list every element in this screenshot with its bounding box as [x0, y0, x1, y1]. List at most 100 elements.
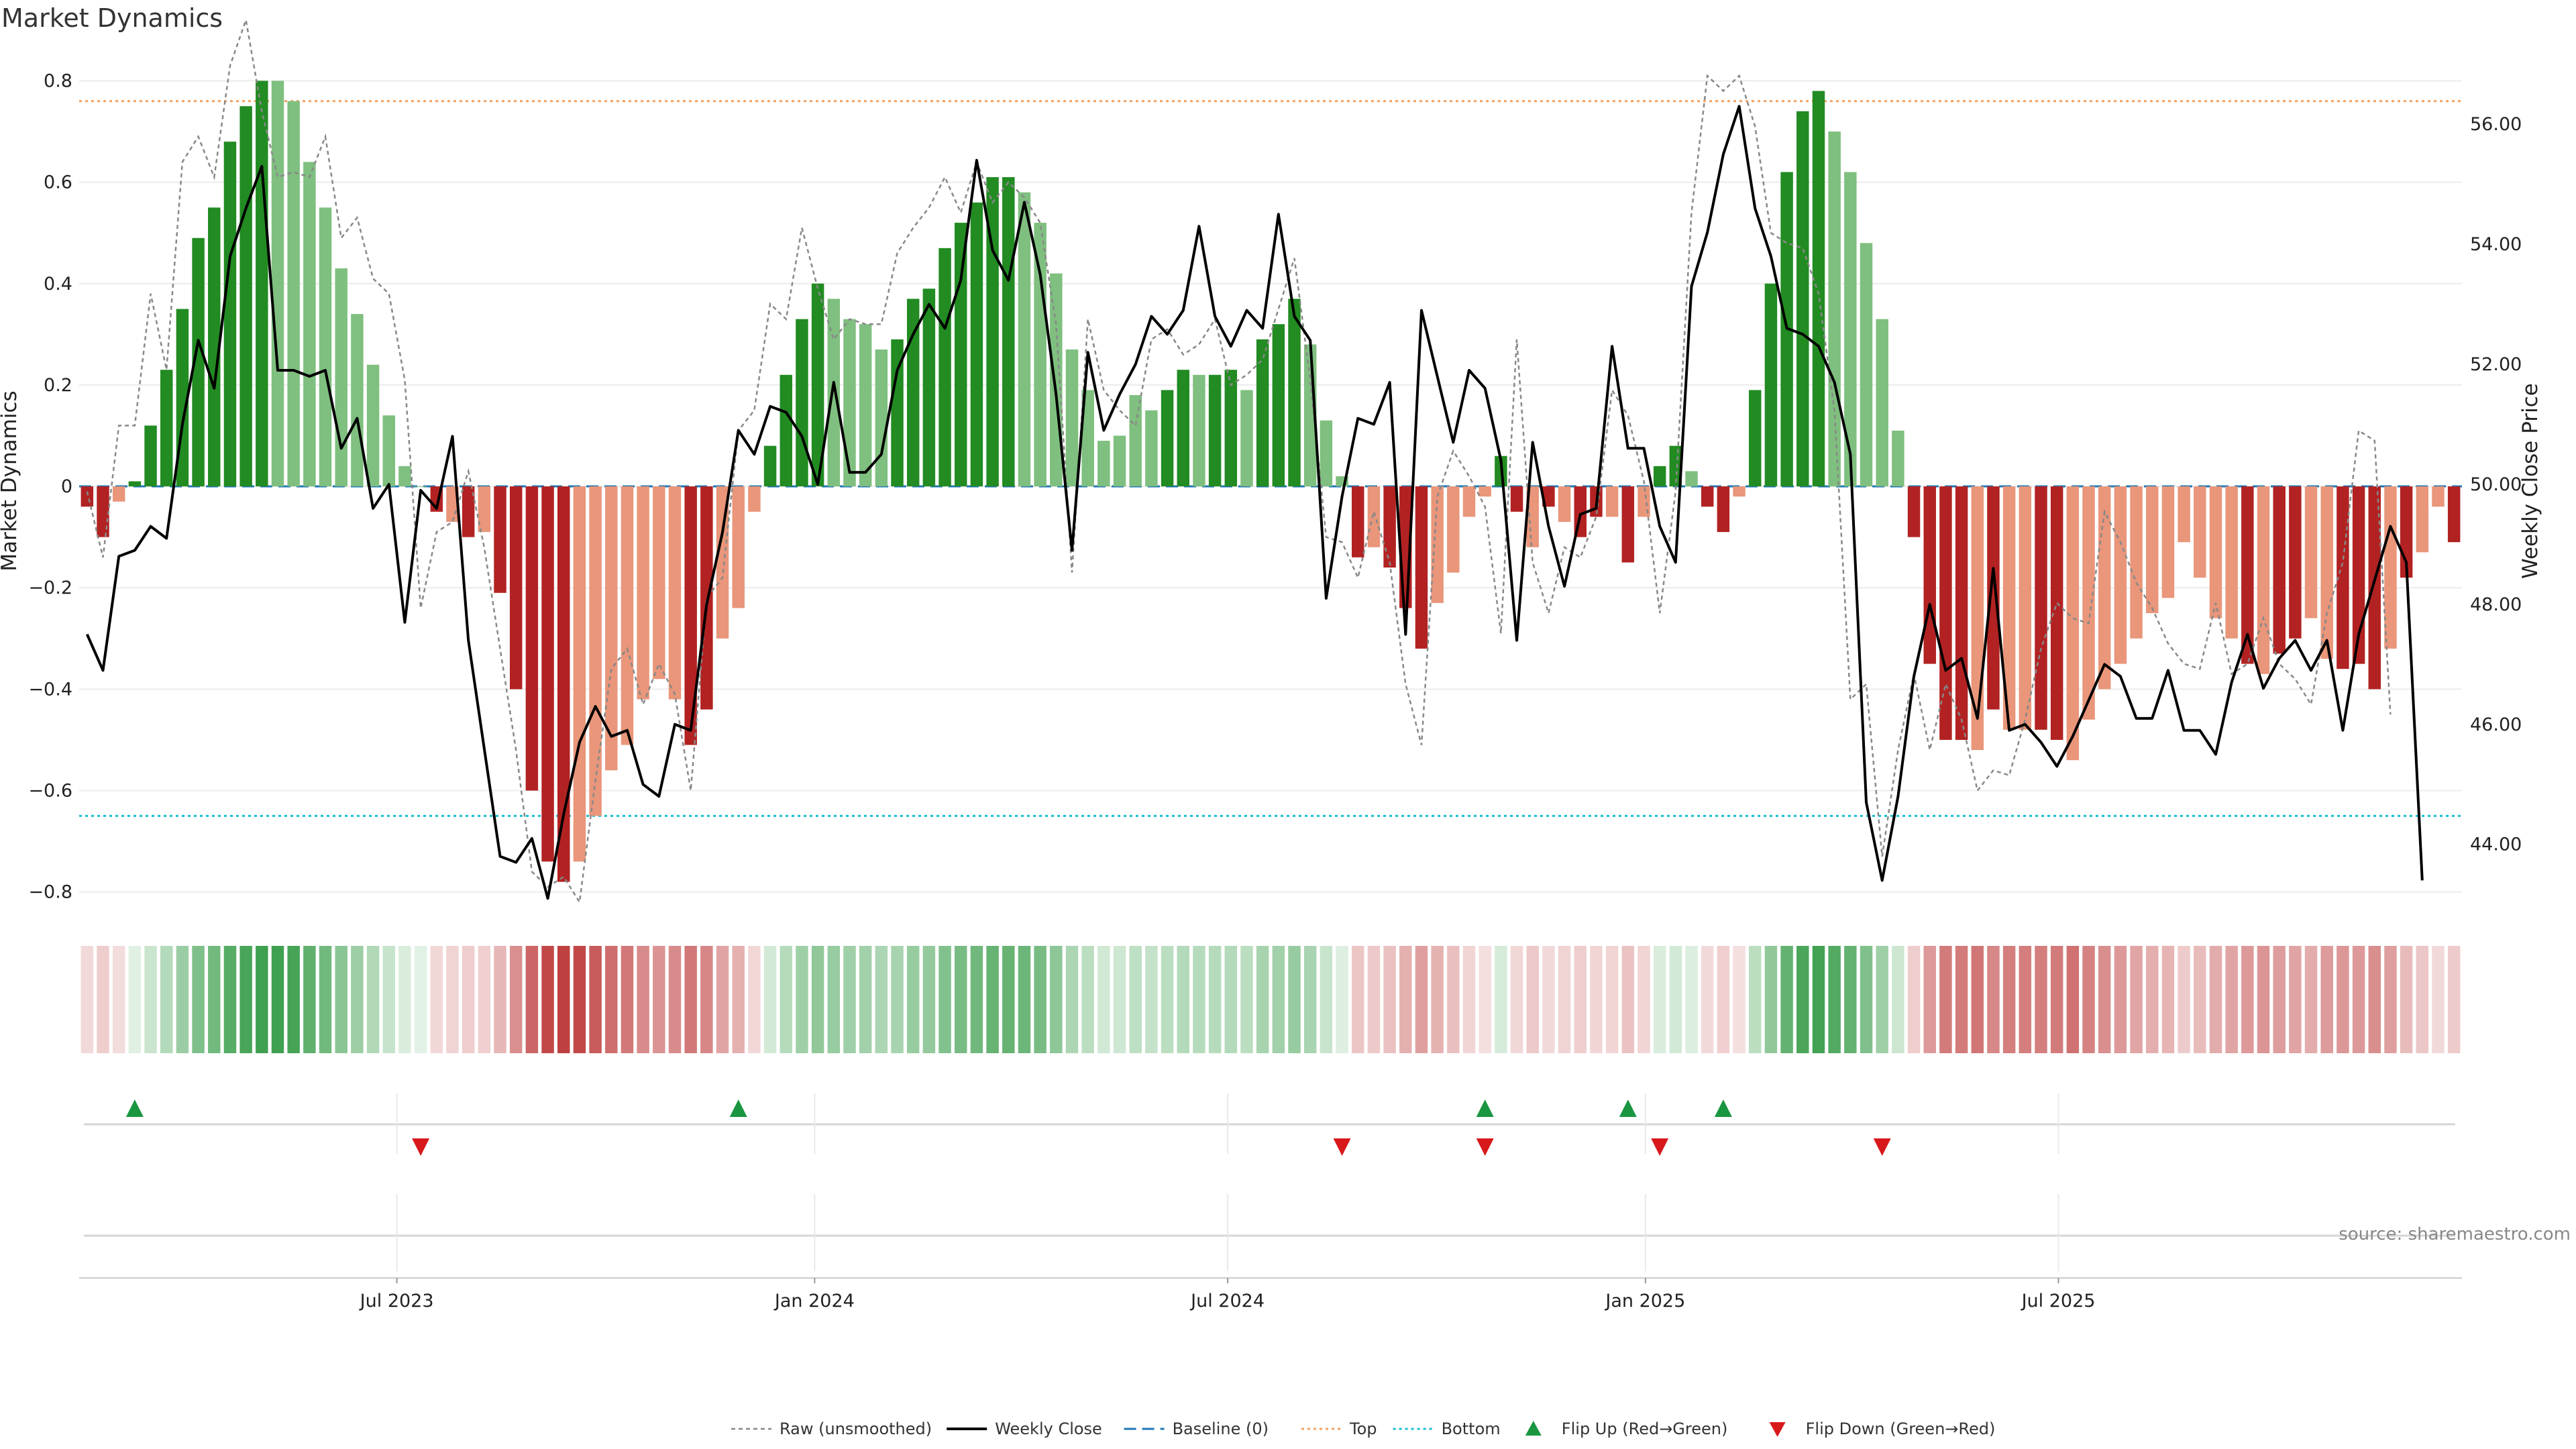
strength-cell [1113, 946, 1126, 1053]
strength-cell [1447, 946, 1460, 1053]
dynamics-bar [2002, 486, 2016, 730]
dynamics-bar [1939, 486, 1952, 740]
dynamics-bar [1510, 486, 1523, 512]
strength-cell [2416, 946, 2429, 1053]
strength-cell [557, 946, 570, 1053]
strength-cell [1749, 946, 1762, 1053]
dynamics-bar [1272, 324, 1285, 487]
dynamics-bar [637, 486, 649, 700]
dynamics-bar [605, 486, 618, 771]
dynamics-bar [1002, 177, 1015, 487]
strength-cell [2082, 946, 2095, 1053]
strength-cell [1161, 946, 1174, 1053]
strength-cell [271, 946, 284, 1053]
dynamics-bar [271, 80, 284, 487]
strength-cell [1415, 946, 1428, 1053]
dynamics-bar [1193, 374, 1205, 487]
dynamics-bar [875, 350, 888, 487]
dynamics-bar [891, 339, 904, 487]
dynamics-bar [80, 486, 94, 507]
dynamics-bar [1558, 486, 1571, 522]
strength-cell [970, 946, 983, 1053]
strength-cell [1717, 946, 1730, 1053]
dynamics-bar [2241, 486, 2254, 664]
strength-heat-strip [80, 946, 2461, 1053]
strength-cell [1558, 946, 1571, 1053]
strength-cell [2019, 946, 2032, 1053]
strength-cell [160, 946, 173, 1053]
strength-cell [2432, 946, 2445, 1053]
dynamics-bar [128, 481, 142, 487]
dynamics-bar [192, 237, 205, 487]
strength-cell [1081, 946, 1094, 1053]
strength-cell [938, 946, 951, 1053]
strength-cell [2289, 946, 2302, 1053]
lines-layer [85, 16, 2424, 905]
strength-cell [398, 946, 411, 1053]
dynamics-bar [1256, 339, 1269, 487]
strength-cell [1145, 946, 1158, 1053]
strength-cell [366, 946, 380, 1053]
dynamics-bar [541, 486, 554, 862]
strength-cell [1812, 946, 1825, 1053]
strength-cell [1685, 946, 1698, 1053]
strength-cell [1224, 946, 1238, 1053]
strength-cell [2273, 946, 2286, 1053]
dynamics-bar [589, 486, 602, 816]
flip-up-marker [729, 1099, 747, 1117]
strength-cell [1367, 946, 1381, 1053]
dynamics-bar [208, 207, 221, 487]
strength-cell [573, 946, 586, 1053]
dynamics-bar [653, 486, 665, 680]
strength-cell [1208, 946, 1222, 1053]
y-axis-label-left: Market Dynamics [0, 390, 21, 571]
legend-label: Raw (unsmoothed) [780, 1419, 932, 1438]
dynamics-bar [2035, 486, 2047, 730]
strength-cell [1844, 946, 1857, 1053]
strength-cell [1336, 946, 1348, 1053]
dynamics-bar [1367, 486, 1381, 547]
dynamics-bar [478, 486, 491, 533]
dynamics-bar [684, 486, 697, 745]
strength-cell [1510, 946, 1523, 1053]
chart-title: Market Dynamics [1, 3, 223, 33]
strength-cell [1701, 946, 1714, 1053]
strength-cell [494, 946, 506, 1053]
strength-cell [827, 946, 841, 1053]
strength-cell [906, 946, 920, 1053]
strength-cell [700, 946, 713, 1053]
legend-label: Bottom [1442, 1419, 1501, 1438]
dynamics-bar [1097, 441, 1110, 487]
dynamics-bar [319, 207, 332, 487]
strength-cell [2447, 946, 2461, 1053]
strength-cell [763, 946, 777, 1053]
legend-swatch [1769, 1422, 1786, 1437]
dynamics-bar [1605, 486, 1619, 517]
strength-cell [1669, 946, 1682, 1053]
y-tick-label-left: 0 [61, 476, 72, 497]
dynamics-bar [811, 283, 824, 487]
strength-cell [1462, 946, 1476, 1053]
legend-label: Flip Down (Green→Red) [1806, 1419, 1996, 1438]
dynamics-bar [2320, 486, 2333, 659]
flip-up-marker [1714, 1099, 1732, 1117]
strength-cell [176, 946, 189, 1053]
dynamics-bar [239, 106, 252, 487]
strength-cell [1638, 946, 1650, 1053]
dynamics-bar [1447, 486, 1460, 573]
strength-cell [80, 946, 94, 1053]
dynamics-bar [1145, 410, 1158, 487]
dynamics-bar [1621, 486, 1635, 563]
dynamics-bar [2225, 486, 2238, 639]
flip-down-marker [1476, 1138, 1494, 1156]
dynamics-bar [621, 486, 634, 745]
strength-cell [1987, 946, 2000, 1053]
dynamics-bar [2257, 486, 2270, 674]
strength-cell [1479, 946, 1491, 1053]
strength-cell [525, 946, 539, 1053]
strength-cell [605, 946, 618, 1053]
strength-cell [256, 946, 268, 1053]
legend-label: Baseline (0) [1173, 1419, 1269, 1438]
strength-cell [2368, 946, 2381, 1053]
strength-cell [97, 946, 109, 1053]
